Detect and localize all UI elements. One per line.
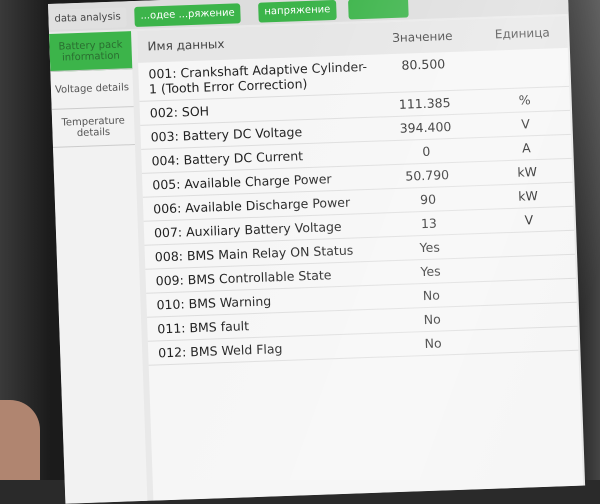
cell-name: 004: Battery DC Current (151, 148, 304, 169)
cell-value: 394.400 (399, 119, 452, 136)
cell-value: 50.790 (405, 167, 450, 184)
tab-2[interactable]: ...одее ...ряжение (134, 3, 242, 27)
cell-name: 006: Available Discharge Power (152, 194, 351, 217)
cell-value: 80.500 (401, 56, 446, 73)
cell-unit: kW (517, 188, 539, 204)
cell-name: 003: Battery DC Voltage (150, 124, 303, 145)
cell-name: 010: BMS Warning (156, 293, 272, 313)
tab-3[interactable]: напряжение (258, 0, 337, 23)
cell-unit (488, 331, 578, 334)
data-table: Имя данных Значение Единица 001: Cranksh… (136, 15, 584, 501)
cell-unit: % (518, 92, 531, 108)
cell-name: 001: Crankshaft Adaptive Cylinder-1 (Too… (148, 58, 368, 97)
tab-data-analysis[interactable]: data analysis (48, 7, 128, 30)
cell-unit (478, 52, 568, 55)
header-value: Значение (391, 28, 453, 46)
sidebar-item-voltage[interactable]: Voltage details (50, 69, 134, 110)
cell-value: 90 (419, 191, 437, 208)
cell-value: 0 (422, 143, 431, 160)
cell-value: Yes (420, 263, 441, 280)
cell-name: 002: SOH (149, 103, 210, 121)
cell-value: 111.385 (398, 95, 451, 112)
finger (0, 400, 40, 480)
cell-name: 008: BMS Main Relay ON Status (154, 242, 354, 265)
cell-name: 012: BMS Weld Flag (157, 341, 283, 361)
header-name: Имя данных (147, 36, 225, 54)
cell-value: 13 (420, 215, 438, 232)
cell-unit (485, 259, 575, 262)
cell-unit: A (521, 140, 531, 156)
cell-value: No (422, 287, 441, 304)
cell-unit: kW (517, 164, 538, 180)
cell-value: Yes (419, 239, 441, 256)
cell-unit: V (520, 116, 531, 132)
cell-name: 011: BMS fault (157, 318, 250, 337)
cell-unit (484, 235, 574, 238)
cell-unit (486, 283, 576, 286)
cell-name: 007: Auxiliary Battery Voltage (153, 218, 342, 241)
screen: data analysis ...одее ...ряжение напряже… (48, 0, 586, 504)
cell-unit: V (524, 212, 534, 228)
sidebar-item-battery-pack[interactable]: Battery pack information (49, 31, 133, 72)
cell-unit (487, 307, 577, 310)
sidebar-item-temperature[interactable]: Temperature details (51, 107, 135, 148)
tab-4[interactable] (348, 0, 409, 20)
cell-name: 009: BMS Controllable State (155, 267, 332, 289)
header-unit: Единица (494, 25, 550, 42)
sidebar: Battery pack information Voltage details… (49, 31, 148, 504)
cell-name: 005: Available Charge Power (152, 171, 332, 193)
cell-value: No (423, 311, 441, 328)
cell-value: No (424, 335, 442, 352)
